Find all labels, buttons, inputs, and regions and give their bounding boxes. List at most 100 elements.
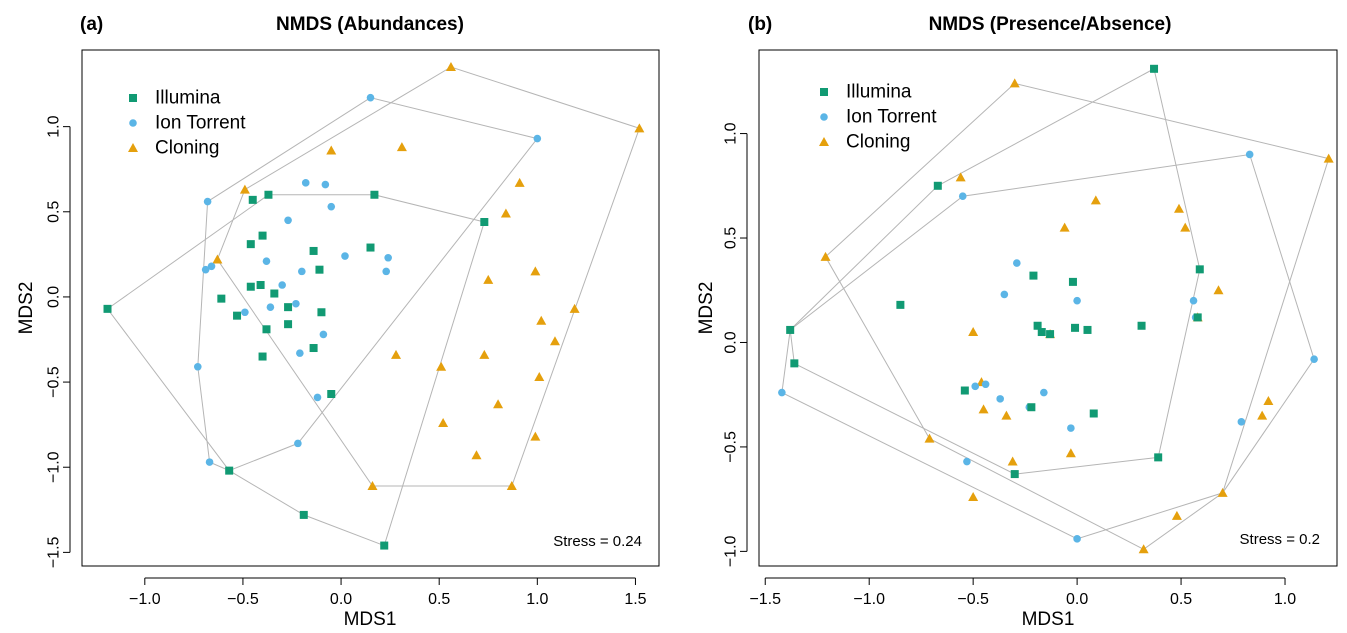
data-point-ion <box>981 380 990 389</box>
data-point-illumina <box>270 289 279 298</box>
data-point-cloning <box>534 371 545 381</box>
data-point-cloning <box>1180 222 1191 232</box>
data-point-illumina <box>327 390 336 398</box>
data-point-illumina <box>284 320 293 329</box>
data-point-illumina <box>1195 265 1204 274</box>
data-point-cloning <box>530 431 541 441</box>
panel-a-x-axis: −1.0 −0.5 0.0 0.5 1.0 1.5 <box>129 577 647 608</box>
data-point-cloning <box>506 480 517 490</box>
panel-b-letter: (b) <box>748 14 772 35</box>
data-point-illumina <box>786 325 795 334</box>
data-point-illumina <box>370 190 379 199</box>
data-point-illumina <box>248 195 257 204</box>
data-point-ion <box>193 362 202 371</box>
data-point-illumina <box>299 510 308 519</box>
data-point-ion <box>963 457 971 466</box>
data-point-ion <box>319 330 328 339</box>
x-tick-label: 0.0 <box>330 591 352 608</box>
panel-a-y-axis-label: MDS2 <box>16 282 37 335</box>
data-point-illumina <box>262 325 271 334</box>
data-point-ion <box>205 458 214 466</box>
x-tick-label: 0.5 <box>428 591 450 608</box>
data-point-cloning <box>1257 410 1268 420</box>
data-point-illumina <box>1193 313 1202 322</box>
data-point-illumina <box>1027 403 1036 412</box>
data-point-ion <box>284 216 292 225</box>
panel-a: (a) NMDS (Abundances) −1.0 −0.5 0.0 0.5 1.0 1… <box>16 14 660 630</box>
data-point-illumina <box>315 265 324 274</box>
data-point-cloning <box>924 433 935 443</box>
data-point-ion <box>1013 259 1021 267</box>
data-point-illumina <box>317 308 326 317</box>
x-tick-label: 0.0 <box>1066 591 1088 608</box>
panel-a-plot-frame <box>81 49 660 567</box>
hull-ion <box>781 153 1315 540</box>
data-point-illumina <box>246 240 255 249</box>
data-point-illumina <box>225 466 234 475</box>
legend-label-illumina: Illumina <box>846 82 912 103</box>
data-point-ion <box>1040 388 1048 397</box>
data-point-illumina <box>1037 328 1046 337</box>
data-point-cloning <box>479 349 490 359</box>
legend-marker-ion <box>129 119 137 127</box>
data-point-cloning <box>968 327 979 337</box>
x-tick-label: −1.0 <box>853 591 885 608</box>
panel-b-legend: Illumina Ion Torrent Cloning <box>819 82 937 153</box>
data-point-illumina <box>480 218 489 226</box>
data-point-ion <box>321 180 330 189</box>
y-tick-label: 1.0 <box>723 122 740 144</box>
data-point-illumina <box>246 282 255 291</box>
data-point-cloning <box>1213 285 1224 295</box>
data-point-cloning <box>955 172 966 182</box>
data-point-cloning <box>445 62 456 72</box>
legend-marker-illumina <box>820 88 828 96</box>
data-point-illumina <box>103 304 112 313</box>
data-point-cloning <box>978 404 989 414</box>
data-point-cloning <box>536 315 547 325</box>
data-point-ion <box>341 252 349 260</box>
data-point-illumina <box>284 303 293 312</box>
data-point-cloning <box>493 399 504 409</box>
data-point-ion <box>296 349 304 357</box>
data-point-cloning <box>569 303 580 313</box>
data-point-illumina <box>380 541 389 550</box>
data-point-illumina <box>366 243 375 252</box>
data-point-cloning <box>634 123 645 133</box>
data-point-cloning <box>239 184 250 194</box>
y-tick-label: 0.5 <box>46 201 63 223</box>
x-tick-label: −1.0 <box>129 591 161 608</box>
data-point-ion <box>1189 296 1198 305</box>
data-point-illumina <box>309 246 318 255</box>
legend-label-ion: Ion Torrent <box>155 113 246 134</box>
y-tick-label: −1.0 <box>46 451 63 483</box>
panel-b-x-axis-label: MDS1 <box>1022 609 1075 630</box>
data-point-illumina <box>264 190 273 199</box>
legend-label-ion: Ion Torrent <box>846 107 937 128</box>
data-point-ion <box>327 202 336 211</box>
data-point-illumina <box>258 231 267 240</box>
data-point-illumina <box>1154 453 1163 462</box>
data-point-cloning <box>968 492 979 502</box>
data-point-illumina <box>1046 330 1055 339</box>
data-point-ion <box>778 388 786 397</box>
data-point-illumina <box>790 359 799 368</box>
data-point-illumina <box>258 352 267 361</box>
y-tick-label: −0.5 <box>46 366 63 398</box>
y-tick-label: 0.0 <box>723 331 740 353</box>
x-tick-label: 0.5 <box>1170 591 1192 608</box>
data-point-cloning <box>549 336 560 346</box>
data-point-cloning <box>483 274 494 284</box>
data-point-cloning <box>500 208 511 218</box>
data-point-ion <box>971 382 980 391</box>
data-point-illumina <box>309 344 318 353</box>
data-point-cloning <box>326 145 337 155</box>
data-point-ion <box>1237 418 1246 426</box>
data-point-ion <box>1310 355 1318 363</box>
data-point-cloning <box>820 251 831 261</box>
data-point-ion <box>292 299 300 308</box>
panel-b-title: NMDS (Presence/Absence) <box>929 14 1172 35</box>
data-point-ion <box>384 253 392 262</box>
y-tick-label: −0.5 <box>723 431 740 463</box>
panel-a-points <box>103 62 645 550</box>
